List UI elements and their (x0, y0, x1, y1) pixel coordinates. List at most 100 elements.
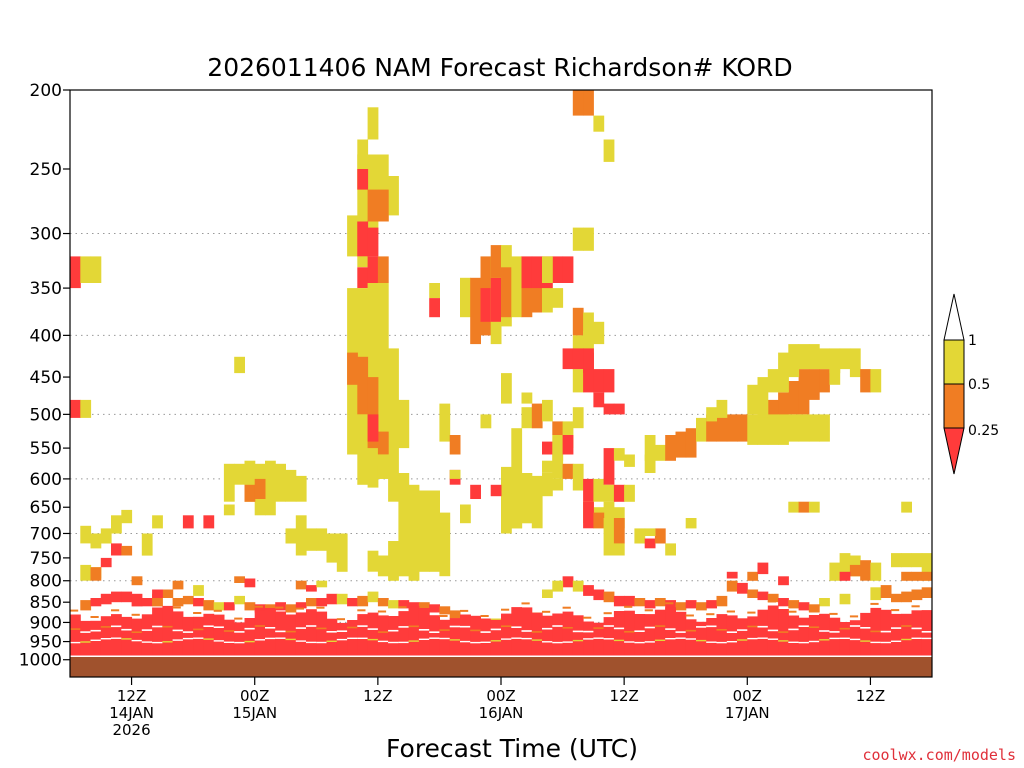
ri-cell-201 (819, 348, 830, 370)
boundary-layer-col-11 (182, 616, 194, 657)
boundary-layer-col-6 (131, 618, 143, 657)
ri-cell-261 (542, 589, 553, 598)
boundary-layer-stripe-38 (460, 625, 471, 628)
ri-cell-59 (357, 356, 369, 415)
boundary-layer-stripe2-74 (829, 637, 841, 640)
ri-cell-190 (829, 369, 841, 385)
boundary-layer-stripe2-10 (172, 639, 184, 641)
boundary-layer-edge-82 (911, 605, 920, 608)
ri-cell-111 (531, 403, 543, 429)
ri-cell-303 (398, 600, 410, 609)
boundary-layer-col-8 (152, 607, 163, 657)
boundary-layer-stripe2-81 (901, 638, 912, 641)
ri-cell-41 (357, 154, 369, 268)
ri-cell-73 (429, 283, 440, 299)
ri-cell-238 (880, 585, 892, 598)
ri-cell-158 (624, 454, 635, 467)
ri-cell-143 (572, 227, 584, 251)
boundary-layer-stripe2-18 (254, 639, 266, 641)
boundary-layer-col-59 (675, 611, 687, 657)
boundary-layer-stripe2-72 (808, 640, 820, 643)
boundary-layer-stripe-82 (911, 627, 923, 630)
ri-cell-75 (439, 403, 451, 442)
ri-cell-289 (254, 604, 266, 613)
ri-cell-8 (111, 515, 122, 534)
ri-cell-168 (654, 528, 666, 544)
boundary-layer-stripe2-43 (511, 637, 523, 639)
ri-cell-273 (90, 598, 102, 607)
boundary-layer-edge-58 (665, 602, 674, 605)
ri-cell-5 (80, 525, 92, 544)
ri-cell-306 (429, 604, 440, 613)
ri-cell-229 (921, 553, 933, 581)
ri-cell-285 (213, 602, 225, 611)
ri-cell-49 (367, 227, 379, 257)
boundary-layer-stripe-15 (223, 630, 235, 632)
ri-cell-223 (870, 562, 882, 581)
ri-cell-292 (285, 604, 297, 613)
xtick-label-1-1: 15JAN (232, 704, 277, 722)
boundary-layer-col-14 (213, 614, 225, 657)
boundary-layer-stripe2-30 (377, 640, 389, 643)
boundary-layer-stripe2-56 (644, 641, 656, 643)
ri-cell-88 (490, 245, 502, 278)
ri-cell-161 (624, 484, 635, 502)
ri-cell-151 (593, 369, 605, 393)
boundary-layer-col-79 (880, 609, 892, 657)
ri-cell-177 (696, 417, 707, 442)
boundary-layer-stripe2-35 (429, 637, 440, 639)
colorbar-band-yellow (943, 339, 965, 385)
boundary-layer-col-42 (501, 613, 512, 657)
colorbar-label-0: 1 (968, 333, 977, 349)
boundary-layer-stripe-79 (880, 630, 892, 633)
boundary-layer-stripe2-37 (449, 639, 461, 641)
ytick-label-750: 750 (30, 549, 62, 569)
ri-cell-159 (603, 484, 615, 502)
boundary-layer-stripe-60 (685, 629, 697, 632)
ri-cell-256 (583, 585, 594, 596)
boundary-layer-col-37 (449, 618, 461, 657)
boundary-layer-stripe2-59 (675, 637, 687, 639)
boundary-layer-edge-70 (788, 610, 797, 613)
ri-cell-322 (193, 585, 204, 596)
boundary-layer-stripe2-13 (203, 638, 215, 640)
boundary-layer-col-18 (254, 610, 266, 657)
ri-cell-294 (306, 598, 317, 607)
ri-cell-226 (891, 553, 902, 568)
ri-cell-219 (829, 562, 841, 581)
ri-cell-241 (726, 580, 738, 592)
ri-cell-281 (172, 598, 184, 607)
ri-cell-278 (141, 598, 153, 607)
boundary-layer-col-30 (377, 615, 389, 657)
boundary-layer-edge-66 (747, 611, 756, 614)
boundary-layer-stripe-22 (295, 627, 307, 629)
boundary-layer-stripe2-12 (193, 637, 204, 639)
ri-cell-29 (254, 478, 266, 499)
boundary-layer-stripe-44 (521, 630, 533, 632)
xtick-label-3-1: 16JAN (479, 704, 524, 722)
ri-cell-7 (100, 528, 112, 544)
boundary-layer-stripe-5 (121, 628, 133, 631)
boundary-layer-stripe2-55 (634, 641, 646, 644)
boundary-layer-stripe2-17 (244, 640, 256, 643)
ri-cell-267 (675, 602, 687, 611)
boundary-layer-col-40 (480, 619, 492, 657)
ri-cell-318 (100, 557, 112, 568)
colorbar-band-orange (943, 383, 965, 429)
ri-cell-197 (778, 352, 789, 393)
boundary-layer-edge-14 (213, 609, 222, 612)
ri-cell-205 (860, 369, 871, 393)
boundary-layer-col-29 (367, 612, 379, 657)
ri-cell-110 (521, 407, 533, 429)
boundary-layer-stripe-9 (162, 625, 174, 628)
ri-cell-3 (70, 399, 81, 418)
xtick-label-0-2: 2026 (112, 721, 150, 739)
ytick-label-850: 850 (30, 593, 62, 613)
ri-cell-283 (193, 598, 204, 607)
boundary-layer-stripe-10 (172, 629, 184, 632)
ri-cell-179 (716, 414, 728, 442)
boundary-layer-stripe-32 (398, 626, 410, 628)
boundary-layer-stripe2-42 (501, 638, 512, 640)
boundary-layer-stripe2-26 (336, 638, 348, 641)
boundary-layer-col-52 (603, 617, 615, 657)
